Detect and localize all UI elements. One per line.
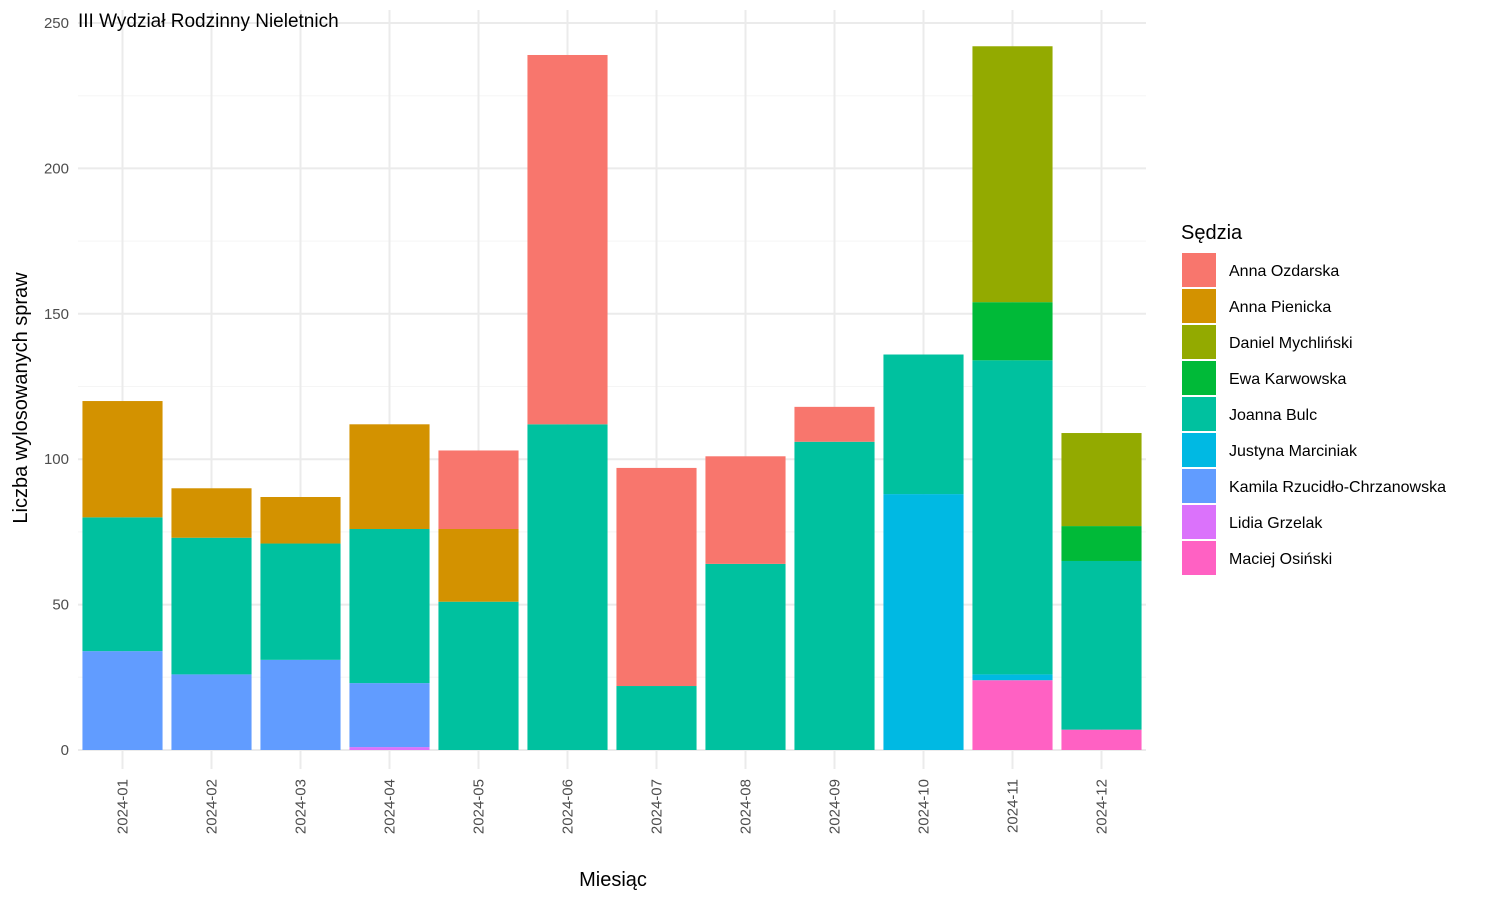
legend-label: Justyna Marciniak bbox=[1229, 443, 1358, 460]
bar-segment bbox=[82, 651, 163, 750]
x-tick-label: 2024-02 bbox=[204, 779, 221, 834]
bar-segment bbox=[705, 563, 786, 750]
bar-segment bbox=[171, 488, 252, 538]
legend-label: Lidia Grzelak bbox=[1229, 515, 1323, 532]
bar-segment bbox=[260, 543, 341, 660]
bar-segment bbox=[972, 46, 1053, 303]
bar-segment bbox=[972, 302, 1053, 361]
legend-swatch bbox=[1182, 289, 1216, 323]
bar-segment bbox=[705, 456, 786, 564]
legend-label: Kamila Rzucidło-Chrzanowska bbox=[1229, 479, 1446, 496]
x-tick-label: 2024-08 bbox=[738, 779, 755, 834]
x-tick-label: 2024-03 bbox=[293, 779, 310, 834]
bar-segment bbox=[82, 517, 163, 652]
bars bbox=[82, 46, 1142, 750]
bar-segment bbox=[616, 686, 697, 750]
bar-segment bbox=[260, 497, 341, 544]
bar-segment bbox=[349, 683, 430, 748]
legend-label: Anna Pienicka bbox=[1229, 299, 1331, 316]
legend: Sędzia Anna Ozdarska Anna Pienicka Daniel … bbox=[1181, 222, 1446, 575]
y-tick-label: 250 bbox=[44, 15, 69, 32]
legend-swatch bbox=[1182, 397, 1216, 431]
bar-segment bbox=[438, 601, 519, 750]
y-tick-label: 0 bbox=[61, 742, 69, 759]
legend-swatch bbox=[1182, 469, 1216, 503]
bar-segment bbox=[616, 467, 697, 687]
x-tick-label: 2024-06 bbox=[560, 779, 577, 834]
bar-segment bbox=[972, 674, 1053, 681]
bar-segment bbox=[438, 450, 519, 529]
y-axis: 0 50 100 150 200 250 bbox=[44, 15, 69, 759]
legend-label: Anna Ozdarska bbox=[1229, 263, 1339, 280]
bar-segment bbox=[972, 360, 1053, 675]
x-tick-label: 2024-10 bbox=[916, 779, 933, 834]
bar-segment bbox=[1061, 729, 1142, 750]
legend-label: Daniel Mychliński bbox=[1229, 335, 1353, 352]
y-tick-label: 200 bbox=[44, 160, 69, 177]
bar-segment bbox=[1061, 526, 1142, 561]
bar-segment bbox=[260, 659, 341, 750]
bar-segment bbox=[171, 537, 252, 675]
bar-segment bbox=[883, 354, 964, 495]
y-axis-title: Liczba wylosowanych spraw bbox=[10, 272, 32, 524]
x-tick-label: 2024-01 bbox=[115, 779, 132, 834]
legend-swatch bbox=[1182, 361, 1216, 395]
x-tick-label: 2024-12 bbox=[1094, 779, 1111, 834]
legend-swatch bbox=[1182, 541, 1216, 575]
bar-segment bbox=[527, 424, 608, 750]
y-tick-label: 150 bbox=[44, 306, 69, 323]
x-tick-label: 2024-07 bbox=[649, 779, 666, 834]
bar-segment bbox=[349, 528, 430, 684]
bar-segment bbox=[349, 747, 430, 750]
bar-segment bbox=[883, 494, 964, 750]
x-axis: 2024-01 2024-02 2024-03 2024-04 2024-05 2024-… bbox=[115, 779, 1111, 834]
x-tick-label: 2024-11 bbox=[1005, 779, 1022, 833]
bar-segment bbox=[1061, 560, 1142, 730]
y-tick-label: 50 bbox=[52, 597, 69, 614]
x-tick-label: 2024-09 bbox=[827, 779, 844, 834]
y-tick-label: 100 bbox=[44, 451, 69, 468]
legend-label: Maciej Osiński bbox=[1229, 551, 1332, 568]
legend-title: Sędzia bbox=[1181, 222, 1243, 244]
bar-segment bbox=[349, 424, 430, 529]
bar-segment bbox=[527, 54, 608, 425]
bar-segment bbox=[171, 674, 252, 750]
bar-segment bbox=[1061, 433, 1142, 527]
x-tick-label: 2024-04 bbox=[382, 779, 399, 834]
bar-segment bbox=[794, 406, 875, 442]
x-axis-title: Miesiąc bbox=[579, 869, 647, 891]
chart-title: III Wydział Rodzinny Nieletnich bbox=[78, 11, 339, 32]
bar-segment bbox=[82, 401, 163, 518]
legend-swatch bbox=[1182, 325, 1216, 359]
legend-swatch bbox=[1182, 433, 1216, 467]
bar-segment bbox=[794, 441, 875, 750]
legend-swatch bbox=[1182, 253, 1216, 287]
bar-segment bbox=[972, 680, 1053, 750]
x-tick-label: 2024-05 bbox=[471, 779, 488, 834]
legend-label: Joanna Bulc bbox=[1229, 407, 1317, 424]
bar-segment bbox=[438, 528, 519, 602]
legend-label: Ewa Karwowska bbox=[1229, 371, 1346, 388]
legend-swatch bbox=[1182, 505, 1216, 539]
